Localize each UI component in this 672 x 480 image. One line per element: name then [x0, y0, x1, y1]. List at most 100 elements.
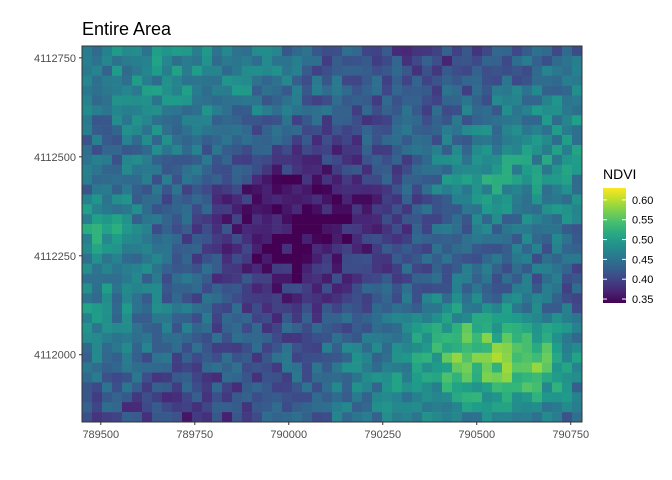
- heatmap-cell: [212, 293, 223, 304]
- heatmap-cell: [392, 263, 403, 274]
- heatmap-cell: [362, 342, 373, 354]
- heatmap-cell: [292, 273, 303, 284]
- heatmap-cell: [92, 273, 103, 284]
- panel-border: [81, 45, 583, 423]
- heatmap-cell: [332, 293, 343, 304]
- heatmap-cell: [132, 402, 143, 413]
- heatmap-cell: [552, 313, 563, 324]
- heatmap-cell: [352, 125, 363, 136]
- heatmap-cell: [492, 303, 503, 314]
- heatmap-cell: [542, 253, 553, 264]
- heatmap-cell: [502, 85, 513, 96]
- heatmap-cell: [452, 243, 463, 255]
- heatmap-cell: [532, 313, 543, 324]
- heatmap-cell: [122, 65, 133, 76]
- heatmap-cell: [302, 184, 313, 195]
- heatmap-cell: [322, 75, 333, 86]
- heatmap-cell: [92, 154, 103, 166]
- heatmap-cell: [472, 55, 483, 67]
- heatmap-cell: [482, 293, 493, 304]
- heatmap-cell: [572, 303, 583, 314]
- heatmap-cell: [152, 382, 163, 393]
- heatmap-cell: [562, 194, 573, 205]
- heatmap-cell: [312, 204, 323, 215]
- heatmap-cell: [122, 194, 133, 205]
- heatmap-cell: [82, 174, 93, 185]
- heatmap-cell: [302, 323, 313, 334]
- heatmap-cell: [112, 95, 123, 106]
- heatmap-cell: [312, 352, 323, 363]
- heatmap-cell: [292, 263, 303, 274]
- heatmap-cell: [252, 135, 263, 146]
- heatmap-cell: [342, 323, 353, 334]
- heatmap-cell: [352, 135, 363, 146]
- heatmap-cell: [152, 412, 163, 423]
- heatmap-cell: [192, 65, 203, 76]
- heatmap-cell: [152, 313, 163, 324]
- heatmap-cell: [372, 65, 383, 76]
- heatmap-cell: [482, 75, 493, 86]
- heatmap-cell: [402, 303, 413, 314]
- heatmap-cell: [442, 154, 453, 166]
- heatmap-cell: [452, 332, 463, 344]
- heatmap-cell: [542, 65, 553, 76]
- heatmap-cell: [482, 412, 493, 423]
- heatmap-cell: [282, 224, 293, 235]
- heatmap-cell: [402, 154, 413, 166]
- heatmap-cell: [512, 234, 523, 245]
- heatmap-cell: [262, 154, 273, 166]
- heatmap-cell: [232, 125, 243, 136]
- heatmap-cell: [202, 184, 213, 195]
- colorbar-tick-label: 0.60: [632, 195, 653, 207]
- heatmap-cell: [182, 85, 193, 96]
- heatmap-cell: [122, 234, 133, 245]
- heatmap-cell: [372, 293, 383, 304]
- heatmap-cell: [102, 313, 113, 324]
- heatmap-cell: [312, 75, 323, 86]
- heatmap-cell: [312, 402, 323, 413]
- heatmap-cell: [242, 135, 253, 146]
- heatmap-cell: [492, 65, 503, 76]
- heatmap-cell: [512, 224, 523, 235]
- heatmap-cell: [492, 253, 503, 264]
- heatmap-cell: [462, 273, 473, 284]
- heatmap-cell: [532, 214, 543, 225]
- heatmap-cell: [392, 115, 403, 126]
- heatmap-cell: [262, 234, 273, 245]
- heatmap-cell: [442, 342, 453, 354]
- heatmap-cell: [412, 214, 423, 225]
- heatmap-cell: [282, 263, 293, 274]
- heatmap-cell: [182, 115, 193, 126]
- heatmap-cell: [522, 105, 533, 116]
- heatmap-cell: [282, 243, 293, 255]
- heatmap-cell: [522, 402, 533, 413]
- heatmap-cell: [572, 352, 583, 363]
- heatmap-cell: [132, 313, 143, 324]
- heatmap-cell: [352, 174, 363, 185]
- heatmap-cell: [172, 253, 183, 264]
- heatmap-cell: [82, 204, 93, 215]
- heatmap-cell: [502, 164, 513, 175]
- heatmap-cell: [202, 234, 213, 245]
- heatmap-cell: [182, 75, 193, 86]
- heatmap-cell: [242, 253, 253, 264]
- heatmap-cell: [462, 125, 473, 136]
- heatmap-cell: [242, 65, 253, 76]
- heatmap-cell: [562, 273, 573, 284]
- heatmap-cell: [122, 263, 133, 274]
- heatmap-cell: [282, 332, 293, 344]
- heatmap-cell: [312, 144, 323, 156]
- heatmap-cell: [282, 283, 293, 294]
- heatmap-cell: [92, 174, 103, 185]
- heatmap-cell: [462, 144, 473, 156]
- heatmap-cell: [452, 372, 463, 383]
- heatmap-cell: [312, 184, 323, 195]
- heatmap-cell: [132, 184, 143, 195]
- heatmap-cell: [142, 283, 153, 294]
- heatmap-cell: [142, 412, 153, 423]
- heatmap-cell: [502, 204, 513, 215]
- heatmap-cell: [292, 372, 303, 383]
- heatmap-cell: [432, 352, 443, 363]
- heatmap-cell: [192, 184, 203, 195]
- heatmap-cell: [272, 263, 283, 274]
